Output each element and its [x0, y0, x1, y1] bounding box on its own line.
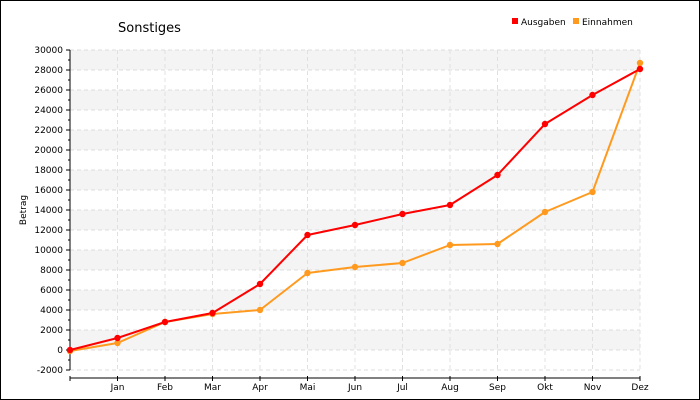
data-point-einnahmen	[494, 240, 501, 248]
data-point-ausgaben	[446, 201, 454, 209]
y-tick-label: 26000	[34, 86, 63, 96]
data-point-ausgaben	[209, 309, 216, 317]
data-point-einnahmen	[399, 259, 406, 267]
y-tick-label: 12000	[34, 226, 63, 236]
data-point-einnahmen	[446, 241, 454, 249]
legend: Ausgaben Einnahmen	[512, 18, 633, 28]
x-tick-label: Jun	[347, 383, 362, 393]
legend-label-ausgaben: Ausgaben	[521, 18, 566, 28]
data-point-ausgaben	[636, 65, 644, 73]
y-tick-label: 6000	[40, 286, 63, 296]
y-tick-label: 4000	[40, 306, 63, 316]
data-point-einnahmen	[636, 59, 644, 67]
plot-band	[70, 130, 640, 150]
y-tick-label: 10000	[34, 246, 63, 256]
x-tick-label: Aug	[441, 383, 459, 393]
y-tick-label: 30000	[34, 46, 63, 56]
x-tick-label: Dez	[631, 383, 648, 393]
x-tick-label: Jul	[396, 383, 408, 393]
data-point-ausgaben	[304, 231, 311, 239]
x-tick-label: Jan	[110, 383, 125, 393]
data-point-ausgaben	[589, 91, 596, 99]
data-point-ausgaben	[541, 120, 549, 128]
y-tick-label: 22000	[34, 126, 63, 136]
data-point-einnahmen	[304, 269, 311, 277]
y-tick-label: 8000	[40, 266, 63, 276]
grid-lines	[70, 49, 641, 371]
y-tick-label: 28000	[34, 66, 63, 76]
data-point-einnahmen	[114, 339, 121, 347]
data-point-ausgaben	[161, 318, 169, 326]
x-tick-labels: Jan Feb Mar Apr Mai Jun Jul Aug Sep Okt Nov Dez	[110, 383, 649, 393]
data-point-ausgaben	[494, 171, 501, 179]
y-tick-label: 14000	[34, 206, 63, 216]
data-point-einnahmen	[256, 306, 264, 314]
y-tick-label: 0	[57, 346, 63, 356]
data-point-ausgaben	[256, 280, 264, 288]
data-point-ausgaben	[66, 346, 74, 354]
legend-label-einnahmen: Einnahmen	[582, 18, 633, 28]
x-tick-label: Sep	[489, 383, 506, 393]
data-point-einnahmen	[589, 188, 596, 196]
x-tick-label: Apr	[252, 383, 268, 393]
y-tick-label: 18000	[34, 166, 63, 176]
plot-band	[70, 290, 640, 310]
y-tick-label: 2000	[40, 326, 63, 336]
x-tick-label: Feb	[157, 383, 173, 393]
data-point-einnahmen	[541, 208, 549, 216]
data-point-ausgaben	[351, 221, 359, 229]
x-tick-label: Mai	[300, 383, 316, 393]
axes	[66, 49, 641, 381]
x-tick-label: Nov	[584, 383, 602, 393]
x-tick-label: Okt	[537, 383, 553, 393]
y-tick-label: 24000	[34, 106, 63, 116]
data-point-einnahmen	[351, 263, 359, 271]
data-point-ausgaben	[114, 334, 121, 342]
y-axis-label: Betrag	[19, 195, 29, 225]
legend-swatch-ausgaben	[512, 18, 518, 24]
series-points	[66, 59, 644, 355]
x-tick-label: Mar	[204, 383, 221, 393]
data-point-ausgaben	[399, 210, 406, 218]
chart-title: Sonstiges	[118, 21, 181, 36]
y-tick-label: -2000	[37, 366, 63, 376]
y-tick-labels: -2000 0 2000 4000 6000 8000 10000 12000 14000 160…	[34, 46, 63, 376]
y-tick-label: 16000	[34, 186, 63, 196]
legend-swatch-einnahmen	[573, 18, 579, 24]
y-tick-label: 20000	[34, 146, 63, 156]
